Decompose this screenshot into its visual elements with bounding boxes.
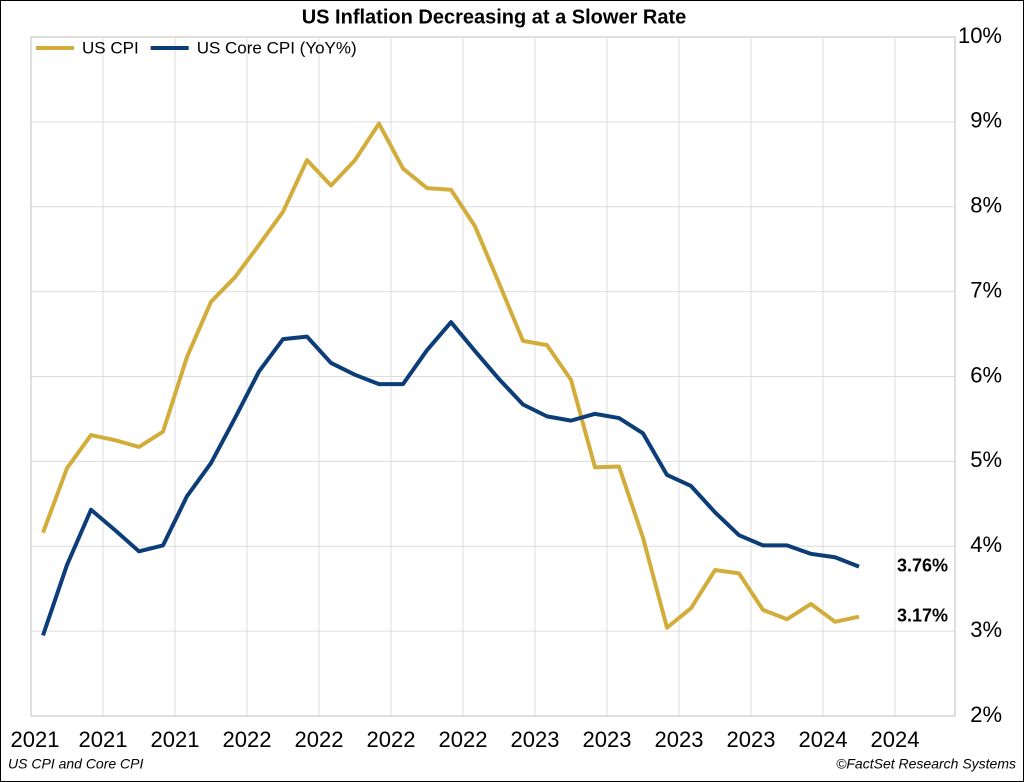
x-tick-label: 2023 — [583, 727, 632, 752]
chart-title: US Inflation Decreasing at a Slower Rate — [302, 6, 687, 28]
x-tick-label: 2022 — [295, 727, 344, 752]
x-tick-label: 2024 — [871, 727, 920, 752]
x-tick-label: 2022 — [223, 727, 272, 752]
x-tick-label: 2021 — [11, 727, 60, 752]
series-line — [41, 121, 860, 630]
x-tick-label: 2022 — [439, 727, 488, 752]
series-line — [41, 320, 860, 637]
x-tick-label: 2023 — [511, 727, 560, 752]
x-tick-label: 2021 — [79, 727, 128, 752]
y-tick-label: 8% — [970, 193, 1002, 218]
y-tick-label: 2% — [970, 702, 1002, 727]
legend-label: US CPI — [82, 38, 139, 57]
footnote-right: ©FactSet Research Systems — [836, 756, 1016, 772]
footnote-left: US CPI and Core CPI — [8, 756, 143, 772]
legend-label: US Core CPI (YoY%) — [197, 38, 357, 57]
plot-border — [30, 36, 956, 717]
y-tick-label: 9% — [970, 108, 1002, 133]
x-tick-label: 2023 — [655, 727, 704, 752]
y-tick-label: 7% — [970, 277, 1002, 302]
y-tick-label: 6% — [970, 362, 1002, 387]
x-tick-label: 2021 — [151, 727, 200, 752]
y-tick-label: 5% — [970, 447, 1002, 472]
y-tick-label: 4% — [970, 532, 1002, 557]
value-label: 3.76% — [897, 555, 948, 575]
y-tick-label: 10% — [958, 23, 1002, 48]
y-tick-label: 3% — [970, 617, 1002, 642]
x-tick-label: 2024 — [799, 727, 848, 752]
value-label: 3.17% — [897, 605, 948, 625]
x-tick-label: 2023 — [727, 727, 776, 752]
x-tick-label: 2022 — [367, 727, 416, 752]
